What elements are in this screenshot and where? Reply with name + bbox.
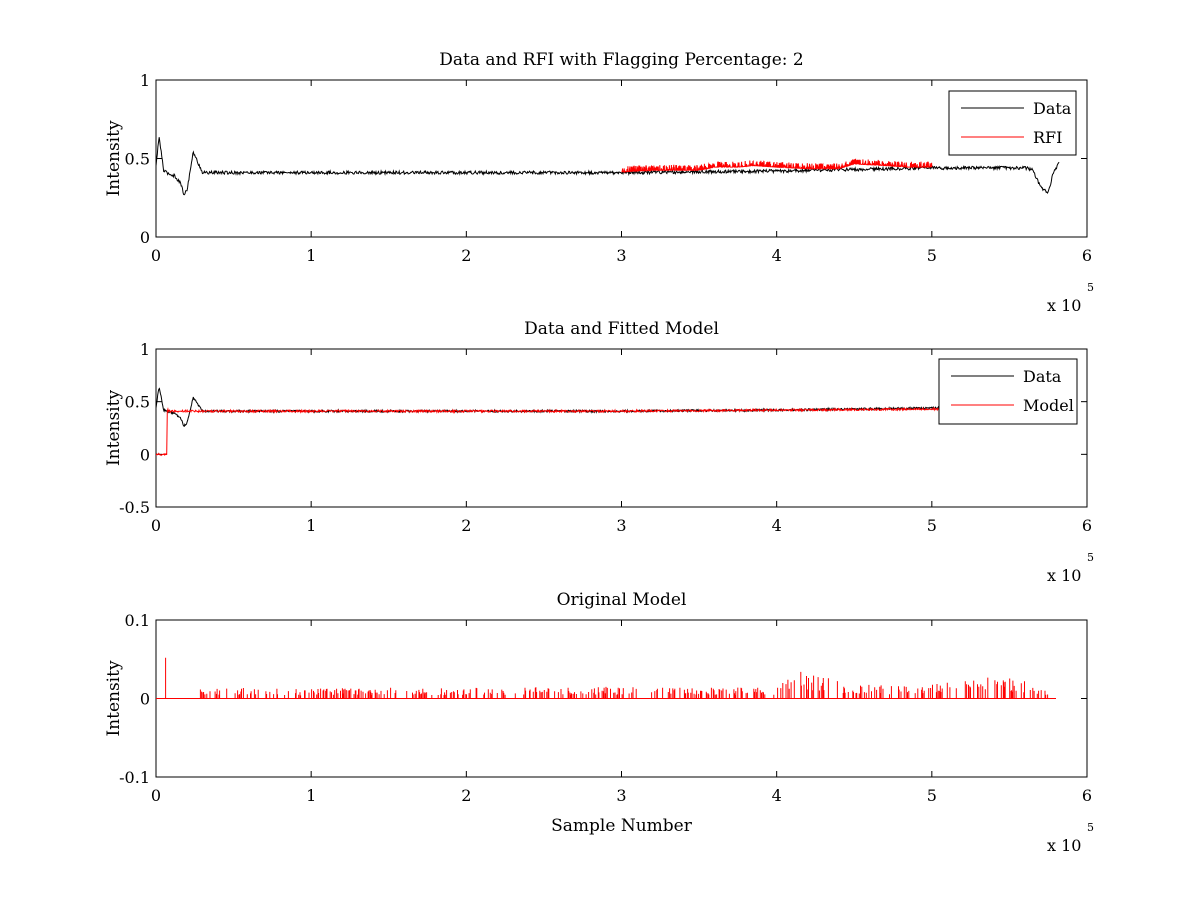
x-multiplier: x 10 <box>1047 836 1081 855</box>
x-multiplier: x 10 <box>1047 566 1081 585</box>
axes-box <box>155 79 1088 238</box>
legend-label: RFI <box>1033 128 1062 147</box>
x-tick-label: 4 <box>772 516 782 535</box>
x-tick-label: 0 <box>151 246 161 265</box>
subplot-title: Data and RFI with Flagging Percentage: 2 <box>439 50 803 70</box>
legend-box <box>948 90 1077 156</box>
y-tick-label: 0 <box>140 228 150 247</box>
x-tick-label: 4 <box>772 246 782 265</box>
x-multiplier-exponent: 5 <box>1087 551 1094 564</box>
x-tick-label: 0 <box>151 786 161 805</box>
legend: Data RFI <box>948 90 1077 156</box>
y-tick-label: 0 <box>140 690 150 709</box>
y-tick-label: 0.5 <box>125 150 150 169</box>
axes-box <box>155 348 1088 508</box>
plot-area <box>156 137 1060 196</box>
y-tick-label: -0.1 <box>119 768 150 787</box>
x-tick-label: 5 <box>927 786 937 805</box>
x-tick-label: 3 <box>616 786 626 805</box>
plot-area <box>156 387 948 457</box>
series-line-model <box>156 657 1056 699</box>
subplot-title: Original Model <box>557 590 687 610</box>
subplot-title: Data and Fitted Model <box>524 319 719 339</box>
x-tick-label: 6 <box>1082 516 1092 535</box>
x-tick-label: 1 <box>306 516 316 535</box>
x-tick-label: 4 <box>772 786 782 805</box>
x-tick-label: 1 <box>306 246 316 265</box>
y-axis-label: Intensity <box>104 660 124 736</box>
y-tick-label: 0.1 <box>125 611 150 630</box>
y-tick-label: 1 <box>140 340 150 359</box>
x-multiplier-exponent: 5 <box>1087 281 1094 294</box>
x-tick-label: 0 <box>151 516 161 535</box>
series-line-rfi <box>621 158 933 174</box>
plot-area <box>156 657 1056 699</box>
legend-label: Model <box>1023 396 1074 415</box>
x-tick-label: 5 <box>927 516 937 535</box>
series-line-data <box>156 137 1060 196</box>
y-tick-label: 0.5 <box>125 393 150 412</box>
y-tick-label: 1 <box>140 71 150 90</box>
x-multiplier-exponent: 5 <box>1087 821 1094 834</box>
legend: Data Model <box>938 358 1078 425</box>
x-tick-label: 2 <box>461 246 471 265</box>
x-tick-label: 6 <box>1082 246 1092 265</box>
series-line-model <box>156 406 948 457</box>
x-tick-label: 3 <box>616 516 626 535</box>
legend-label: Data <box>1023 367 1062 386</box>
x-tick-label: 1 <box>306 786 316 805</box>
legend-box <box>938 358 1078 425</box>
y-axis-label: Intensity <box>104 120 124 196</box>
x-tick-label: 3 <box>616 246 626 265</box>
subplot-1: 0 1 2 3 4 5 6 0 0.5 1 Data and RFI with Flagging P… <box>104 50 1094 315</box>
y-axis-label: Intensity <box>104 390 124 466</box>
x-tick-label: 2 <box>461 786 471 805</box>
x-tick-label: 6 <box>1082 786 1092 805</box>
y-tick-label: -0.5 <box>119 498 150 517</box>
legend-label: Data <box>1033 99 1072 118</box>
x-tick-label: 2 <box>461 516 471 535</box>
y-tick-label: 0 <box>140 445 150 464</box>
x-multiplier: x 10 <box>1047 296 1081 315</box>
x-axis-label: Sample Number <box>551 816 693 836</box>
x-tick-label: 5 <box>927 246 937 265</box>
